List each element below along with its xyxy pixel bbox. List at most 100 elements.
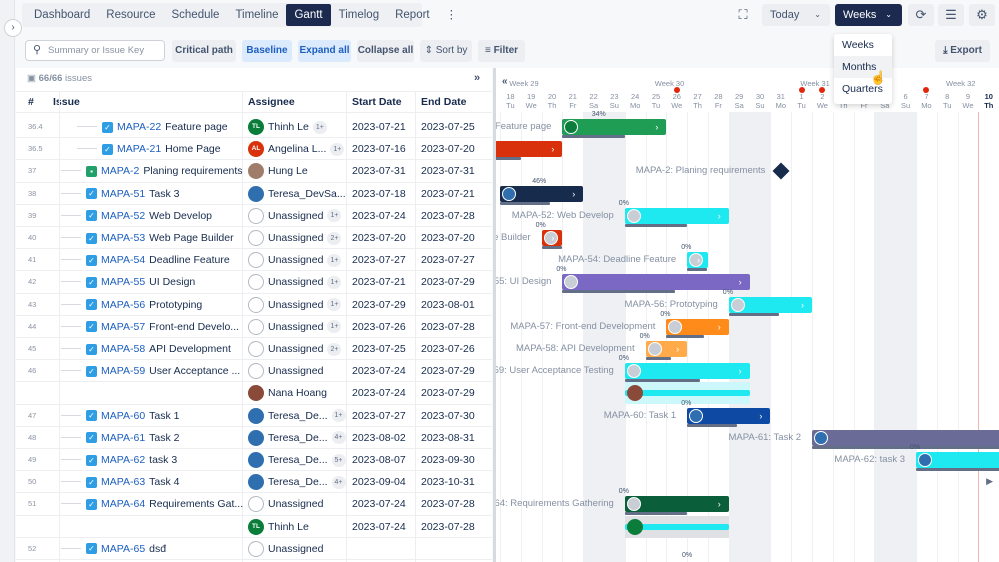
issue-key-link[interactable]: MAPA-63 — [101, 476, 146, 489]
task-bar[interactable]: › — [666, 318, 729, 335]
offscreen-arrow-icon[interactable]: ▶ — [986, 476, 993, 487]
table-row[interactable]: 37 ▪ MAPA-2 Planing requirements Hung Le 2023… — [16, 160, 492, 183]
table-row[interactable]: 36.4 ✓ MAPA-22 Feature page TL Thinh Le 1+ 2023… — [16, 116, 492, 139]
tab-gantt[interactable]: Gantt — [286, 4, 331, 26]
end-date[interactable]: 2023-07-28 — [421, 498, 475, 511]
issue-key-link[interactable]: MAPA-52 — [101, 209, 146, 222]
tab-report[interactable]: Report — [395, 9, 430, 21]
refresh-icon[interactable]: ⟳ — [908, 4, 934, 26]
issue-key-link[interactable]: MAPA-21 — [117, 143, 162, 156]
table-row[interactable]: 40 ✓ MAPA-53 Web Page Builder Unassigned 2+ 20… — [16, 227, 492, 250]
col-start-date[interactable]: Start Date — [352, 96, 402, 108]
chevron-right-icon[interactable]: › — [738, 277, 742, 288]
chevron-right-icon[interactable]: › — [717, 499, 721, 510]
chevron-right-icon[interactable]: › — [759, 410, 763, 421]
issue-key-link[interactable]: MAPA-56 — [101, 298, 146, 311]
end-date[interactable]: 2023-08-01 — [421, 298, 475, 311]
start-date[interactable]: 2023-07-25 — [352, 343, 406, 355]
issue-key-link[interactable]: MAPA-64 — [101, 498, 146, 511]
table-row[interactable]: 47 ✓ MAPA-60 Task 1 Teresa_De... 1+ 2023-07-27… — [16, 405, 492, 427]
table-row[interactable]: TL Thinh Le 2023-07-24 2023-07-28 — [16, 516, 492, 538]
task-bar[interactable]: › — [562, 119, 667, 135]
tab-resource[interactable]: Resource — [106, 9, 156, 21]
issue-key-link[interactable]: MAPA-65 — [101, 542, 146, 555]
tab-dashboard[interactable]: Dashboard — [34, 9, 91, 21]
issue-key-link[interactable]: MAPA-60 — [101, 409, 146, 422]
table-row[interactable]: 49 ✓ MAPA-62 task 3 Teresa_De... 5+ 2023-08-07… — [16, 449, 492, 472]
start-date[interactable]: 2023-07-27 — [352, 409, 406, 422]
task-bar[interactable]: › — [624, 207, 729, 224]
chevron-right-icon[interactable]: › — [800, 299, 804, 310]
col-assignee[interactable]: Assignee — [248, 96, 295, 108]
end-date[interactable]: 2023-07-29 — [421, 365, 475, 378]
scroll-left-icon[interactable]: « — [502, 76, 508, 87]
task-bar[interactable]: › — [624, 496, 729, 513]
table-row[interactable]: 52 ✓ MAPA-65 dsđ Unassigned — [16, 538, 492, 560]
chevron-right-icon[interactable]: › — [676, 344, 680, 354]
issue-key-link[interactable]: MAPA-57 — [101, 320, 146, 333]
start-date[interactable]: 2023-07-29 — [352, 298, 406, 311]
end-date[interactable]: 2023-07-28 — [421, 320, 475, 333]
table-row[interactable]: 45 ✓ MAPA-58 API Development Unassigned 2+ 202… — [16, 338, 492, 361]
task-bar[interactable]: › — [687, 407, 771, 424]
start-date[interactable]: 2023-07-24 — [352, 387, 406, 400]
expand-all-button[interactable]: Expand all — [298, 40, 351, 62]
sort-by-button[interactable]: ⇕ Sort by — [420, 40, 472, 62]
start-date[interactable]: 2023-08-02 — [352, 431, 406, 444]
chevron-right-icon[interactable]: › — [696, 255, 700, 266]
chevron-right-icon[interactable]: › — [572, 188, 576, 199]
scale-option-quarters[interactable]: Quarters — [842, 83, 883, 95]
end-date[interactable]: 2023-07-20 — [421, 232, 475, 244]
assignee-bar[interactable] — [624, 390, 750, 397]
scale-option-months[interactable]: Months — [834, 56, 892, 78]
end-date[interactable]: 2023-07-21 — [421, 187, 475, 200]
task-bar[interactable]: › — [496, 141, 563, 158]
chevron-right-icon[interactable]: › — [551, 233, 555, 243]
search-input[interactable]: ⚲ Summary or Issue Key — [25, 40, 165, 61]
col-end-date[interactable]: End Date — [421, 96, 467, 108]
scale-option-weeks[interactable]: Weeks — [842, 39, 874, 51]
tab-timelog[interactable]: Timelog — [338, 9, 380, 21]
table-row[interactable]: Nana Hoang 2023-07-24 2023-07-29 — [16, 382, 492, 405]
issue-key-link[interactable]: MAPA-62 — [101, 454, 146, 466]
start-date[interactable]: 2023-07-20 — [352, 232, 406, 244]
chevron-right-icon[interactable]: › — [551, 144, 555, 155]
sliders-icon[interactable]: ☰ — [938, 4, 964, 26]
table-row[interactable]: 39 ✓ MAPA-52 Web Develop Unassigned 1+ 2023-07… — [16, 205, 492, 227]
task-bar[interactable]: › — [916, 452, 999, 468]
start-date[interactable]: 2023-09-04 — [352, 476, 406, 489]
start-date[interactable]: 2023-07-16 — [352, 143, 406, 156]
start-date[interactable]: 2023-07-24 — [352, 498, 406, 511]
table-row[interactable]: 51 ✓ MAPA-64 Requirements Gat... Unassigned 2… — [16, 493, 492, 516]
col-issue[interactable]: Issue — [53, 96, 80, 108]
issue-key-link[interactable]: MAPA-54 — [101, 254, 146, 267]
more-icon[interactable]: ⋮ — [445, 9, 458, 21]
task-bar[interactable]: › — [562, 274, 750, 291]
issue-key-link[interactable]: MAPA-55 — [101, 276, 146, 289]
chevron-right-icon[interactable]: › — [717, 210, 721, 221]
start-date[interactable]: 2023-07-24 — [352, 209, 406, 222]
end-date[interactable]: 2023-07-30 — [421, 409, 475, 422]
task-bar[interactable]: › — [645, 341, 688, 357]
end-date[interactable]: 2023-08-31 — [421, 431, 475, 444]
start-date[interactable]: 2023-07-18 — [352, 187, 406, 200]
end-date[interactable]: 2023-07-29 — [421, 276, 475, 289]
start-date[interactable]: 2023-07-27 — [352, 254, 406, 267]
gear-icon[interactable]: ⚙ — [969, 4, 995, 26]
start-date[interactable]: 2023-07-31 — [352, 165, 406, 178]
table-row[interactable]: 44 ✓ MAPA-57 Front-end Develo... Unassigned 1… — [16, 316, 492, 338]
baseline-button[interactable]: Baseline — [242, 40, 292, 62]
issue-key-link[interactable]: MAPA-59 — [101, 365, 146, 378]
end-date[interactable]: 2023-07-29 — [421, 387, 475, 400]
table-row[interactable]: 36.5 ✓ MAPA-21 Home Page AL Angelina L... 1+ 20… — [16, 138, 492, 161]
scale-select[interactable]: Weeks ⌄ — [835, 4, 902, 26]
task-bar[interactable]: › — [500, 185, 584, 202]
collapse-table-icon[interactable]: » — [474, 72, 481, 84]
critical-path-button[interactable]: Critical path — [172, 40, 236, 62]
chevron-right-icon[interactable]: › — [717, 321, 721, 332]
expand-sidebar-button[interactable]: › — [4, 19, 22, 37]
end-date[interactable]: 2023-10-31 — [421, 476, 475, 489]
end-date[interactable]: 2023-07-25 — [421, 121, 475, 133]
issue-key-link[interactable]: MAPA-53 — [101, 232, 146, 244]
task-bar[interactable]: › — [687, 252, 708, 269]
